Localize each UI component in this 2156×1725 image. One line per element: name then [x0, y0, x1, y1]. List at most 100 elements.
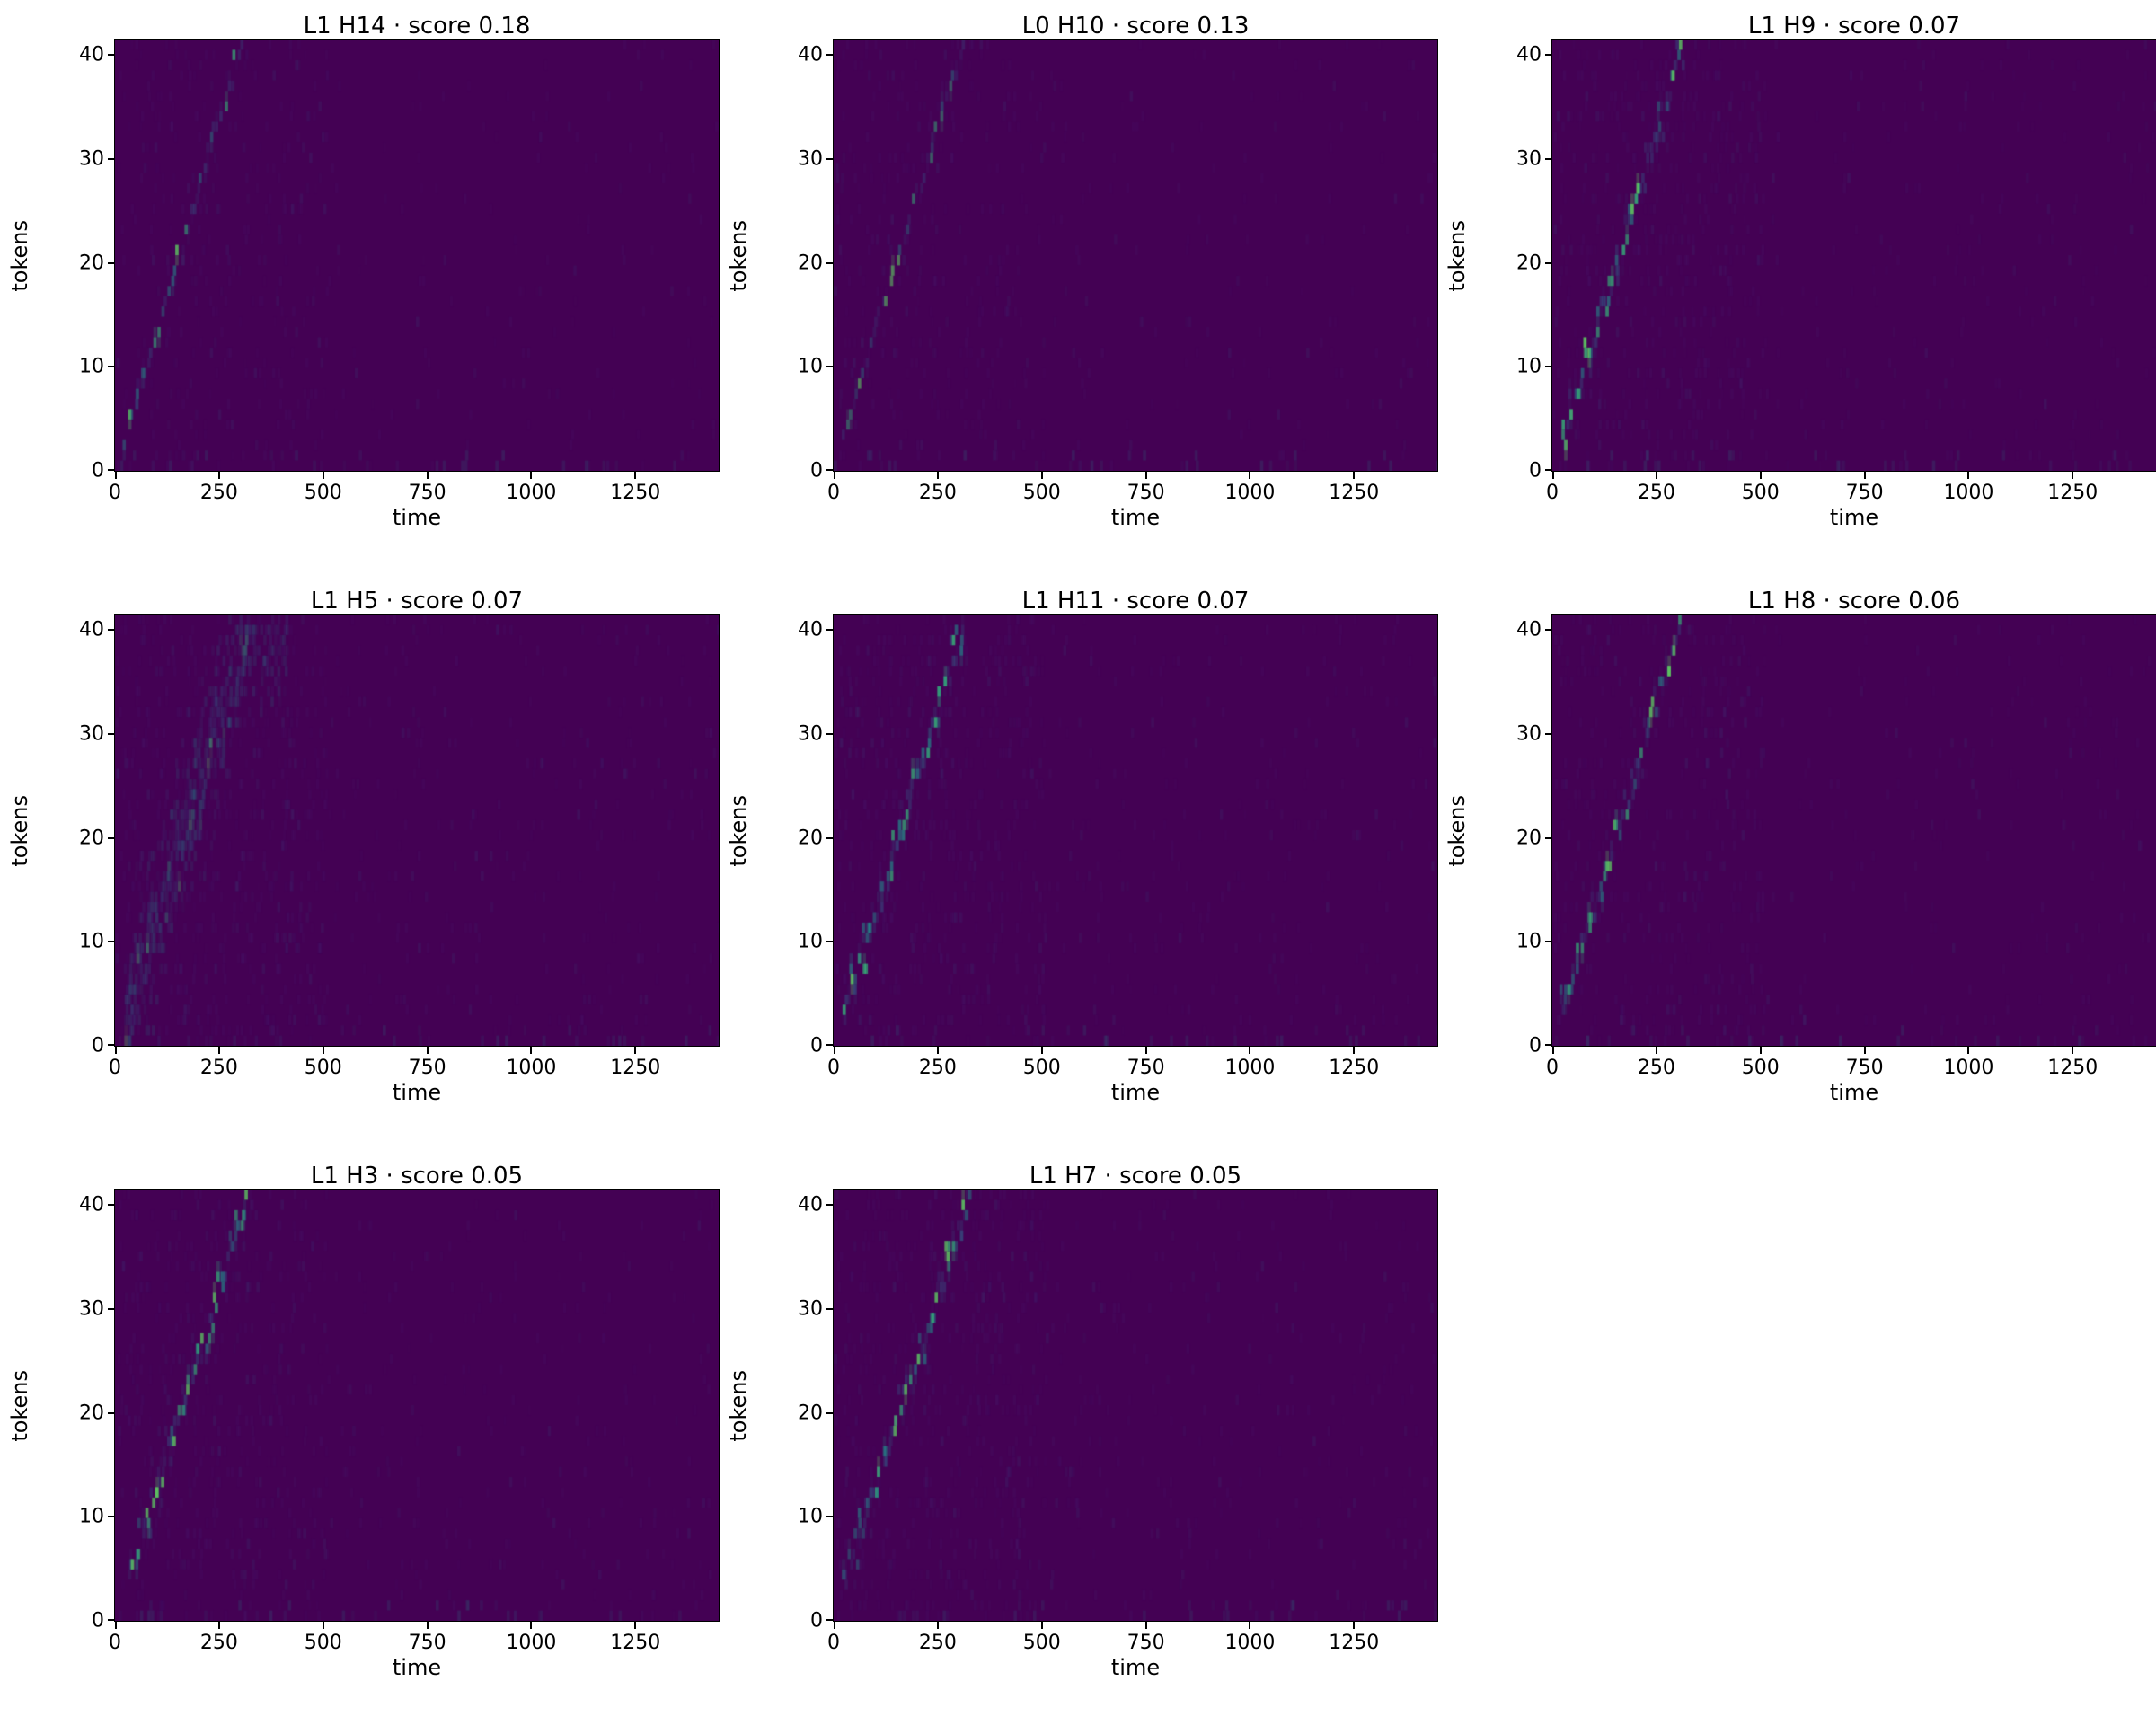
- y-ticks: 0 10 20 30 40: [758, 1190, 834, 1623]
- heatmap-area: [834, 1190, 1437, 1621]
- heatmap-canvas: [1552, 40, 2156, 471]
- y-axis-label: tokens: [726, 795, 751, 867]
- y-tick-label: 0: [1529, 460, 1542, 482]
- x-tick-label: 0: [109, 482, 121, 504]
- x-axis-label: time: [1552, 505, 2156, 532]
- y-ticks: 0 10 20 30 40: [40, 1190, 115, 1623]
- x-tick-label: 0: [1546, 482, 1559, 504]
- y-tick-label: 20: [79, 827, 104, 849]
- heatmap-canvas: [834, 1190, 1437, 1621]
- x-tick-label: 750: [409, 1632, 446, 1654]
- y-ticks: 0 10 20 30 40: [758, 615, 834, 1048]
- y-tick-label: 20: [798, 1402, 823, 1424]
- heatmap-panel: L1 H7 · score 0.05 tokens 0 10 20 30 40 0 250…: [719, 1150, 1437, 1725]
- x-tick-label: 500: [1023, 1632, 1061, 1654]
- x-axis-label: time: [834, 1655, 1437, 1682]
- x-tick-label: 1250: [610, 1057, 660, 1079]
- y-tick-mark: [826, 1516, 834, 1517]
- y-tick-mark: [826, 941, 834, 942]
- x-tick-label: 500: [1023, 1057, 1061, 1079]
- y-ticks: 0 10 20 30 40: [1477, 40, 1552, 473]
- y-tick-label: 40: [798, 44, 823, 66]
- x-ticks: 0 250 500 750 1000 1250: [115, 1623, 719, 1655]
- x-axis-label: time: [115, 505, 719, 532]
- y-axis-label: tokens: [726, 220, 751, 292]
- y-tick-mark: [108, 1044, 115, 1046]
- y-tick-mark: [108, 1516, 115, 1517]
- y-tick-mark: [826, 1619, 834, 1621]
- x-tick-label: 750: [409, 482, 446, 504]
- y-tick-label: 30: [1516, 148, 1542, 171]
- y-tick-mark: [1545, 54, 1552, 56]
- x-tick-label: 750: [1127, 482, 1165, 504]
- x-tick-label: 250: [1638, 482, 1675, 504]
- y-tick-label: 40: [79, 1194, 104, 1216]
- figure-grid: L1 H14 · score 0.18 tokens 0 10 20 30 40 0 25…: [0, 0, 2156, 1725]
- y-tick-label: 30: [798, 1298, 823, 1321]
- y-tick-label: 30: [79, 1298, 104, 1321]
- y-tick-label: 10: [1516, 931, 1542, 953]
- y-tick-label: 10: [798, 931, 823, 953]
- y-axis-label: tokens: [7, 220, 32, 292]
- x-axis-label: time: [115, 1080, 719, 1107]
- x-tick-label: 0: [827, 482, 840, 504]
- heatmap-panel: L1 H5 · score 0.07 tokens 0 10 20 30 40 0 250…: [0, 575, 719, 1150]
- x-tick-label: 750: [1846, 1057, 1884, 1079]
- x-tick-label: 500: [305, 482, 342, 504]
- x-tick-label: 0: [827, 1057, 840, 1079]
- y-tick-mark: [826, 1412, 834, 1414]
- y-tick-mark: [826, 733, 834, 735]
- y-tick-mark: [108, 1204, 115, 1206]
- y-axis-label: tokens: [1445, 220, 1470, 292]
- y-tick-label: 30: [798, 723, 823, 746]
- y-tick-mark: [1545, 262, 1552, 264]
- y-tick-mark: [1545, 837, 1552, 839]
- y-tick-label: 20: [79, 252, 104, 274]
- y-tick-mark: [1545, 941, 1552, 942]
- x-tick-label: 500: [1742, 1057, 1780, 1079]
- panel-title: L0 H10 · score 0.13: [834, 0, 1437, 40]
- heatmap-canvas: [115, 1190, 719, 1621]
- y-tick-label: 0: [92, 1035, 104, 1057]
- x-tick-label: 0: [109, 1632, 121, 1654]
- y-tick-mark: [1545, 366, 1552, 367]
- x-ticks: 0 250 500 750 1000 1250: [834, 1623, 1437, 1655]
- y-tick-mark: [108, 366, 115, 367]
- y-tick-mark: [1545, 733, 1552, 735]
- x-tick-label: 500: [305, 1057, 342, 1079]
- heatmap-panel: L0 H10 · score 0.13 tokens 0 10 20 30 40 0 25…: [719, 0, 1437, 575]
- heatmap-canvas: [115, 40, 719, 471]
- y-tick-label: 30: [798, 148, 823, 171]
- x-tick-label: 1000: [1224, 1632, 1275, 1654]
- x-tick-label: 500: [1742, 482, 1780, 504]
- x-tick-label: 250: [200, 1057, 238, 1079]
- x-axis-label: time: [115, 1655, 719, 1682]
- x-tick-label: 250: [919, 482, 957, 504]
- panel-title: L1 H5 · score 0.07: [115, 575, 719, 615]
- y-tick-mark: [108, 1412, 115, 1414]
- y-tick-label: 40: [79, 619, 104, 641]
- panel-title: L1 H14 · score 0.18: [115, 0, 719, 40]
- y-tick-label: 0: [810, 1035, 823, 1057]
- x-tick-label: 1250: [610, 1632, 660, 1654]
- y-tick-mark: [826, 1308, 834, 1310]
- y-tick-label: 40: [79, 44, 104, 66]
- y-tick-mark: [108, 629, 115, 631]
- panel-title: L1 H7 · score 0.05: [834, 1150, 1437, 1190]
- heatmap-area: [1552, 40, 2156, 471]
- heatmap-panel: L1 H8 · score 0.06 tokens 0 10 20 30 40 0 250…: [1437, 575, 2156, 1150]
- x-ticks: 0 250 500 750 1000 1250: [1552, 1048, 2156, 1080]
- x-tick-label: 1000: [1943, 1057, 1993, 1079]
- y-tick-mark: [826, 469, 834, 471]
- y-tick-label: 30: [79, 723, 104, 746]
- y-tick-mark: [108, 262, 115, 264]
- x-tick-label: 250: [919, 1632, 957, 1654]
- x-ticks: 0 250 500 750 1000 1250: [115, 473, 719, 505]
- x-tick-label: 1250: [1329, 1057, 1379, 1079]
- y-tick-mark: [1545, 469, 1552, 471]
- x-ticks: 0 250 500 750 1000 1250: [1552, 473, 2156, 505]
- heatmap-panel: L1 H9 · score 0.07 tokens 0 10 20 30 40 0 250…: [1437, 0, 2156, 575]
- x-tick-label: 1000: [1943, 482, 1993, 504]
- y-tick-label: 20: [1516, 252, 1542, 274]
- x-tick-label: 500: [305, 1632, 342, 1654]
